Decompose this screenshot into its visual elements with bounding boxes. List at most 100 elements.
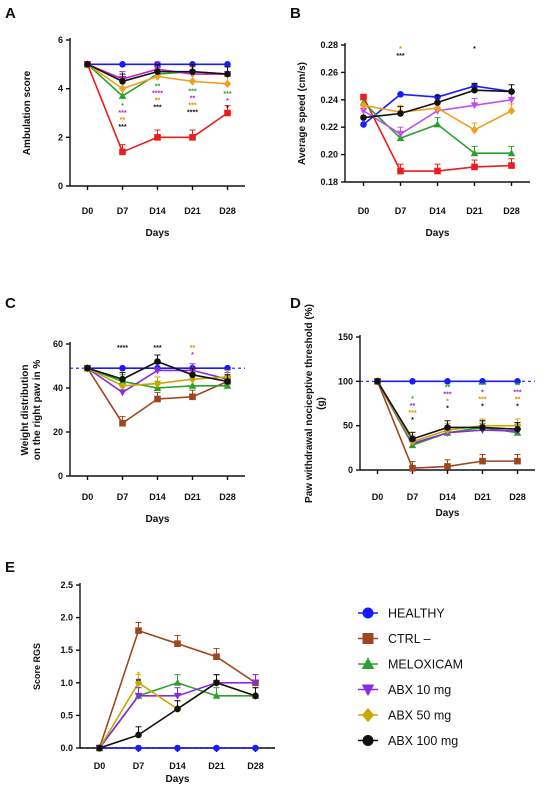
y-tick-label: 1.5 [60,645,73,655]
legend-marker [361,684,375,697]
significance-stars: *** [478,397,486,404]
data-point [360,93,367,101]
significance-stars: *** [408,410,416,417]
legend-marker [361,657,375,669]
y-axis-label: Weight distributionon the right paw in % [20,360,43,461]
data-point [433,120,442,128]
x-tick-label: D7 [395,206,407,216]
data-point [508,88,515,95]
data-point [507,96,516,104]
y-tick-label: 40 [53,383,63,393]
significance-stars: ** [155,84,161,91]
legend: HEALTHY CTRL – MELOXICAM ABX 10 mg ABX 50 mg… [358,607,463,748]
significance-stars: * [411,396,414,403]
legend-marker [361,707,375,723]
data-point [84,61,91,68]
significance-stars: ** [445,384,451,391]
data-point [444,378,451,385]
panel-letter: B [290,5,301,22]
y-tick-label: 0 [58,181,63,191]
x-axis-label: Days [146,514,170,525]
y-tick-label: 0.20 [320,150,338,160]
x-tick-label: D28 [247,761,264,771]
x-tick-label: D7 [117,206,129,216]
y-tick-label: 0.22 [320,122,338,132]
x-tick-label: D0 [82,206,94,216]
significance-stars: **** [152,91,163,98]
x-tick-label: D7 [117,492,129,502]
data-point [188,77,197,86]
data-point [434,167,441,175]
data-point [153,379,162,388]
data-point [409,435,416,443]
data-point [224,364,231,372]
x-tick-label: D14 [439,492,456,502]
x-tick-label: D0 [94,761,106,771]
panel-letter: E [5,559,15,576]
data-point [479,424,486,431]
data-point [119,78,126,85]
significance-stars: ** [410,403,416,410]
significance-stars: * [473,46,476,53]
data-point [174,744,181,752]
data-point [444,424,451,431]
x-tick-label: D0 [82,492,94,502]
panel-letter: D [290,295,301,312]
x-tick-label: D28 [219,492,236,502]
data-point [188,381,197,389]
data-point [174,705,181,713]
data-point [252,692,259,700]
data-point [135,744,142,752]
data-point [444,463,451,470]
x-tick-label: D28 [509,492,526,502]
data-point [188,374,197,384]
significance-stars: ** [190,345,196,352]
y-axis-label: Score RGS [32,643,42,690]
y-tick-label: 0.26 [320,67,338,77]
data-point [213,679,220,687]
data-point [470,149,479,157]
legend-marker [362,735,374,746]
y-tick-label: 0.0 [60,743,73,753]
x-tick-label: D0 [372,492,384,502]
legend-marker [362,633,374,644]
data-point [96,744,103,752]
y-tick-label: 4 [58,84,63,94]
x-tick-label: D14 [169,761,186,771]
data-point [118,381,127,391]
data-point [514,457,521,465]
y-tick-label: 0.18 [320,177,338,187]
y-axis-label: Ambulation score [22,70,33,155]
chart-panel-c: C 0 20 40 60 D0 D7 D14 D21 D28 Days Weight distribu… [5,295,245,525]
data-point [212,691,221,699]
data-point [189,393,196,401]
significance-stars: * [121,103,124,110]
y-tick-label: 0.28 [320,40,338,50]
significance-stars: *** [396,53,404,60]
data-point [396,131,405,139]
data-point [119,148,126,156]
data-point [397,110,404,117]
data-point [173,678,182,686]
data-point [397,91,404,98]
data-point [119,419,126,427]
legend-marker [362,607,374,619]
y-tick-label: 6 [58,35,63,45]
y-tick-label: 50 [343,421,353,431]
legend-label: ABX 50 mg [388,709,451,723]
y-tick-label: 0.5 [60,710,73,720]
x-tick-label: D14 [429,206,446,216]
significance-stars: *** [118,124,126,131]
data-point [213,744,220,752]
data-point [154,395,161,403]
x-tick-label: D21 [474,492,491,502]
y-tick-label: 150 [338,332,353,342]
data-point [119,61,126,68]
data-point [471,163,478,171]
significance-stars: ** [120,117,126,124]
significance-stars: * [226,105,229,112]
significance-stars: * [137,671,140,678]
data-point [224,61,231,68]
significance-stars: *** [153,345,161,352]
data-point [223,79,232,89]
